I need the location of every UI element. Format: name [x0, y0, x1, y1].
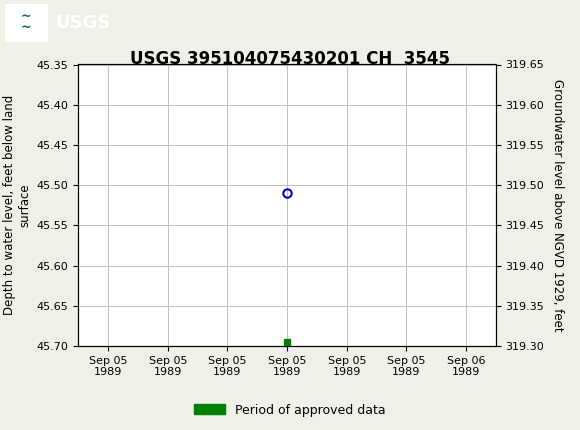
- Y-axis label: Groundwater level above NGVD 1929, feet: Groundwater level above NGVD 1929, feet: [551, 79, 564, 332]
- Y-axis label: Depth to water level, feet below land
surface: Depth to water level, feet below land su…: [3, 95, 31, 316]
- Bar: [5, 3, 48, 42]
- Text: USGS: USGS: [55, 14, 110, 31]
- Legend: Period of approved data: Period of approved data: [189, 399, 391, 421]
- Text: USGS 395104075430201 CH  3545: USGS 395104075430201 CH 3545: [130, 50, 450, 68]
- Text: ~
~: ~ ~: [21, 9, 32, 34]
